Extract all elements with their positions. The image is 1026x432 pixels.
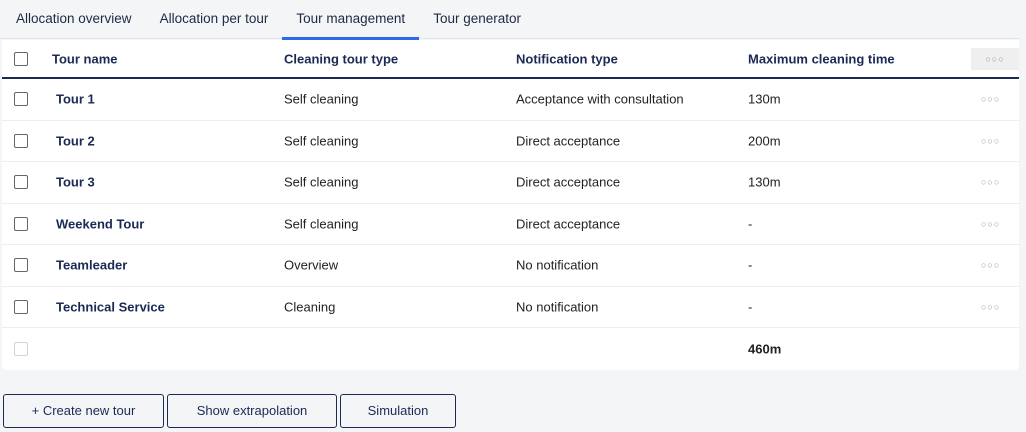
maximum-cleaning-time: 200m [748, 133, 781, 149]
tours-table: Tour name Cleaning tour type Notificatio… [2, 40, 1019, 370]
maximum-cleaning-time: - [748, 299, 753, 315]
row-checkbox[interactable] [14, 133, 28, 148]
tour-name[interactable]: Teamleader [56, 257, 128, 273]
tab-allocation-per-tour[interactable]: Allocation per tour [159, 11, 269, 26]
tour-name[interactable]: Weekend Tour [56, 216, 145, 232]
table-row[interactable]: Weekend Tour Self cleaning Direct accept… [2, 204, 1019, 245]
notification-type: Direct acceptance [516, 174, 621, 190]
notification-type: Acceptance with consultation [516, 91, 684, 107]
row-more-options-icon[interactable]: ○○○ [981, 135, 1001, 146]
header-notification-type[interactable]: Notification type [516, 51, 618, 66]
tour-name[interactable]: Tour 1 [56, 91, 95, 107]
table-header: Tour name Cleaning tour type Notificatio… [2, 40, 1019, 79]
tour-name[interactable]: Tour 2 [56, 133, 95, 149]
cleaning-tour-type: Cleaning [284, 299, 336, 315]
header-tour-name[interactable]: Tour name [52, 51, 118, 66]
maximum-cleaning-time: - [748, 257, 753, 273]
maximum-cleaning-time: 130m [748, 91, 781, 107]
column-options-button[interactable]: ○○○ [971, 48, 1019, 70]
tab-tour-generator[interactable]: Tour generator [433, 11, 521, 26]
row-more-options-icon[interactable]: ○○○ [981, 301, 1001, 312]
table-row[interactable]: Tour 1 Self cleaning Acceptance with con… [2, 79, 1019, 121]
cleaning-tour-type: Self cleaning [284, 91, 359, 107]
header-maximum-cleaning-time[interactable]: Maximum cleaning time [748, 51, 895, 66]
notification-type: Direct acceptance [516, 133, 621, 149]
show-extrapolation-button[interactable]: Show extrapolation [167, 394, 337, 428]
tab-allocation-overview[interactable]: Allocation overview [16, 11, 132, 26]
footer-checkbox [14, 341, 28, 356]
row-more-options-icon[interactable]: ○○○ [981, 260, 1001, 271]
table-row[interactable]: Tour 2 Self cleaning Direct acceptance 2… [2, 121, 1019, 162]
row-more-options-icon[interactable]: ○○○ [981, 177, 1001, 188]
tab-tour-management[interactable]: Tour management [282, 0, 419, 40]
select-all-checkbox[interactable] [14, 51, 28, 66]
tab-bar: Allocation overview Allocation per tour To… [0, 0, 1020, 40]
header-cleaning-tour-type[interactable]: Cleaning tour type [284, 51, 399, 66]
simulation-button[interactable]: Simulation [340, 394, 456, 428]
row-more-options-icon[interactable]: ○○○ [981, 94, 1001, 105]
maximum-cleaning-time: 130m [748, 174, 781, 190]
table-row[interactable]: Teamleader Overview No notification - ○○… [2, 245, 1019, 287]
table-footer: 460m [2, 328, 1019, 370]
tour-name[interactable]: Technical Service [56, 299, 165, 315]
cleaning-tour-type: Overview [284, 257, 339, 273]
row-checkbox[interactable] [14, 216, 28, 231]
table-row[interactable]: Tour 3 Self cleaning Direct acceptance 1… [2, 162, 1019, 204]
total-cleaning-time: 460m [748, 341, 782, 357]
row-checkbox[interactable] [14, 299, 28, 314]
row-checkbox[interactable] [14, 258, 28, 273]
notification-type: No notification [516, 299, 599, 315]
row-checkbox[interactable] [14, 92, 28, 107]
row-more-options-icon[interactable]: ○○○ [981, 218, 1001, 229]
cleaning-tour-type: Self cleaning [284, 174, 359, 190]
cleaning-tour-type: Self cleaning [284, 216, 359, 232]
cleaning-tour-type: Self cleaning [284, 133, 359, 149]
notification-type: No notification [516, 257, 599, 273]
maximum-cleaning-time: - [748, 216, 753, 232]
table-row[interactable]: Technical Service Cleaning No notificati… [2, 287, 1019, 328]
tour-name[interactable]: Tour 3 [56, 174, 95, 190]
notification-type: Direct acceptance [516, 216, 621, 232]
row-checkbox[interactable] [14, 175, 28, 190]
create-new-tour-button[interactable]: + Create new tour [3, 394, 164, 428]
